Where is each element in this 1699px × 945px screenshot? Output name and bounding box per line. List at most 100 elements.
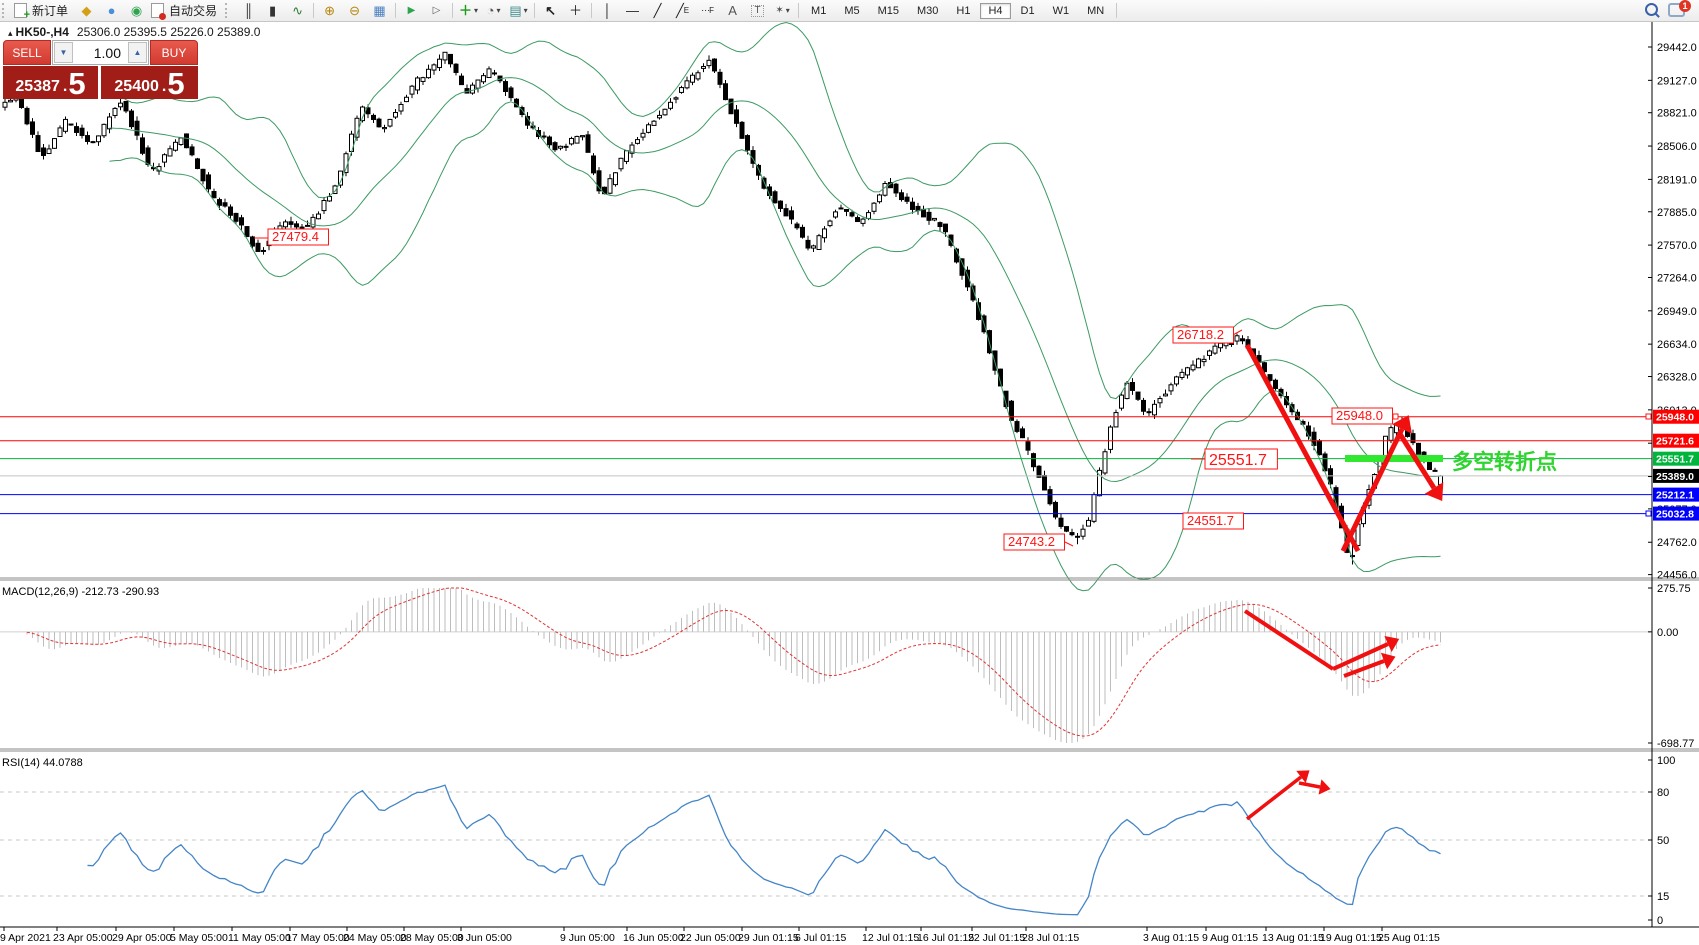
bollinger-bands — [109, 22, 1441, 592]
zoom-out-icon[interactable]: ⊖ — [349, 3, 360, 18]
volume-decrease-button[interactable]: ▼ — [54, 42, 73, 63]
price-annotation-text: 25551.7 — [1209, 452, 1267, 469]
indicators-button[interactable]: ＋ ▾ — [459, 3, 479, 18]
sell-price-pip: 5 — [68, 65, 86, 101]
svg-text:3 Aug 01:15: 3 Aug 01:15 — [1143, 932, 1199, 944]
chart-shift-icon[interactable]: ▷ — [432, 4, 441, 16]
svg-text:27885.0: 27885.0 — [1657, 207, 1697, 219]
toolbar-drag-handle[interactable] — [2, 3, 9, 18]
timeframe-d1[interactable]: D1 — [1020, 4, 1035, 17]
svg-text:29 Apr 05:00: 29 Apr 05:00 — [112, 932, 172, 944]
trend-arrow — [1332, 642, 1389, 671]
auto-scroll-icon[interactable]: ▶ — [407, 4, 416, 16]
sell-price-main: 25387 — [15, 78, 60, 95]
price-annotation-text: 24551.7 — [1187, 513, 1234, 528]
pane-chrome — [0, 22, 1699, 928]
price-tags: 25948.0 25721.6 25551.7 25389.0 25212.1 25032… — [1653, 409, 1699, 521]
tile-windows-icon[interactable]: ▦ — [373, 3, 386, 18]
svg-text:27570.0: 27570.0 — [1657, 240, 1697, 252]
periods-button[interactable]: ◔ ▾ — [486, 3, 501, 18]
svg-text:26634.0: 26634.0 — [1657, 339, 1697, 351]
zoom-in-icon[interactable]: ⊕ — [324, 3, 335, 18]
arrows-tool[interactable]: ✶ ▾ — [775, 4, 790, 16]
autotrading-icon — [151, 3, 167, 20]
timeframe-m5[interactable]: M5 — [844, 4, 860, 17]
cursor-tool[interactable]: ↖ — [545, 3, 556, 18]
fibonacci-tool[interactable]: ⋯ F — [701, 5, 714, 16]
svg-text:25948.0: 25948.0 — [1656, 412, 1694, 424]
rsi-pane: 100 80 50 15 0 RSI(14) 44.0788 — [0, 755, 1675, 927]
candlesticks — [2, 51, 1443, 565]
horizontal-line-tool[interactable]: — — [626, 3, 640, 18]
trend-arrow-head — [1380, 652, 1396, 670]
autotrading-button[interactable]: 自动交易 — [149, 1, 223, 20]
svg-text:13 Aug 01:15: 13 Aug 01:15 — [1262, 932, 1324, 944]
gold-bars-icon[interactable]: ◆ — [81, 3, 92, 18]
analyst-annotations[interactable]: 多空转折点 27479.4 26718.2 25948.0 25551.7 24743.2… — [254, 228, 1652, 821]
svg-text:11 May 05:00: 11 May 05:00 — [228, 932, 291, 944]
svg-text:15: 15 — [1657, 891, 1669, 903]
trend-arrow-head — [1296, 770, 1310, 784]
line-chart-icon[interactable]: ∿ — [292, 3, 303, 18]
svg-text:24 May 05:00: 24 May 05:00 — [343, 932, 407, 944]
signals-icon[interactable]: ◉ — [130, 3, 143, 18]
bar-chart-icon[interactable]: ║ — [243, 3, 253, 18]
buy-button[interactable]: BUY — [150, 40, 198, 65]
price-annotation-text: 26718.2 — [1177, 327, 1224, 342]
sell-button[interactable]: SELL — [3, 40, 51, 65]
timeframe-h1[interactable]: H1 — [956, 4, 971, 17]
candlestick-chart-icon[interactable]: ▮ — [268, 3, 277, 18]
svg-text:25721.6: 25721.6 — [1656, 436, 1694, 448]
search-icon[interactable] — [1645, 2, 1658, 16]
price-annotation-text: 25948.0 — [1336, 408, 1383, 423]
svg-text:25389.0: 25389.0 — [1656, 471, 1694, 483]
svg-text:275.75: 275.75 — [1657, 583, 1691, 595]
svg-text:9 Apr 2021: 9 Apr 2021 — [0, 932, 51, 944]
timeframe-w1[interactable]: W1 — [1052, 4, 1070, 17]
svg-text:19 Aug 01:15: 19 Aug 01:15 — [1320, 932, 1382, 944]
volume-box: ▼ 1.00 ▲ — [52, 40, 149, 65]
one-click-trading-panel: SELL ▼ 1.00 ▲ BUY 25387. 5 25400. 5 — [3, 40, 198, 99]
vertical-line-tool[interactable]: │ — [603, 3, 612, 18]
crosshair-tool[interactable]: ＋ — [569, 3, 583, 18]
text-tool[interactable]: A — [728, 3, 737, 18]
ohlc-values: 25306.0 25395.5 25226.0 25389.0 — [76, 25, 261, 39]
timeframe-bar: M1 M5 M15 M30 H1 H4 D1 W1 MN — [802, 2, 1113, 19]
svg-text:26949.0: 26949.0 — [1657, 306, 1697, 318]
svg-text:22 Jun 05:00: 22 Jun 05:00 — [680, 932, 741, 944]
buy-price[interactable]: 25400. 5 — [101, 66, 198, 99]
channel-tool[interactable]: ╱ E — [675, 3, 690, 18]
mql5-community-icon[interactable]: ● — [107, 3, 116, 18]
timeframe-m30[interactable]: M30 — [917, 4, 939, 17]
svg-text:100: 100 — [1657, 755, 1675, 767]
toolbar: + 新订单 ◆ ● ◉ 自动交易 ║ ▮ ∿ ⊕ ⊖ ▦ ▶ ▷ ＋ ▾ ◔ ▾ ▤… — [0, 0, 1699, 22]
timeframe-h4[interactable]: H4 — [980, 2, 1011, 19]
text-label-tool[interactable]: T — [745, 1, 770, 20]
volume-increase-button[interactable]: ▲ — [128, 42, 147, 63]
toolbar-drag-handle[interactable] — [225, 3, 232, 18]
new-order-button[interactable]: + 新订单 — [12, 1, 74, 21]
trendline-tool[interactable]: ╱ — [653, 3, 662, 18]
sell-price[interactable]: 25387. 5 — [3, 66, 98, 99]
horizontal-line-objects[interactable] — [0, 416, 1652, 515]
templates-button[interactable]: ▤ ▾ — [509, 3, 528, 18]
svg-text:22 Jul 01:15: 22 Jul 01:15 — [968, 932, 1025, 944]
timeframe-mn[interactable]: MN — [1087, 4, 1105, 17]
trend-arrow — [1343, 659, 1385, 678]
notifications-icon[interactable]: 1 — [1668, 0, 1691, 17]
svg-text:-698.77: -698.77 — [1657, 738, 1694, 750]
svg-text:28821.0: 28821.0 — [1657, 108, 1697, 120]
macd-label: MACD(12,26,9) -212.73 -290.93 — [2, 586, 159, 598]
buy-price-pip: 5 — [167, 65, 185, 101]
volume-input[interactable]: 1.00 — [93, 44, 121, 61]
trend-arrow — [1245, 775, 1303, 821]
timeframe-m15[interactable]: M15 — [877, 4, 899, 17]
chart-title: ▴ HK50-,H4 25306.0 25395.5 25226.0 25389.0 — [8, 25, 260, 39]
svg-text:12 Jul 01:15: 12 Jul 01:15 — [862, 932, 919, 944]
timeframe-m1[interactable]: M1 — [811, 4, 827, 17]
buy-price-main: 25400 — [114, 78, 159, 95]
svg-text:29127.0: 29127.0 — [1657, 75, 1697, 87]
new-order-icon: + — [14, 3, 30, 21]
